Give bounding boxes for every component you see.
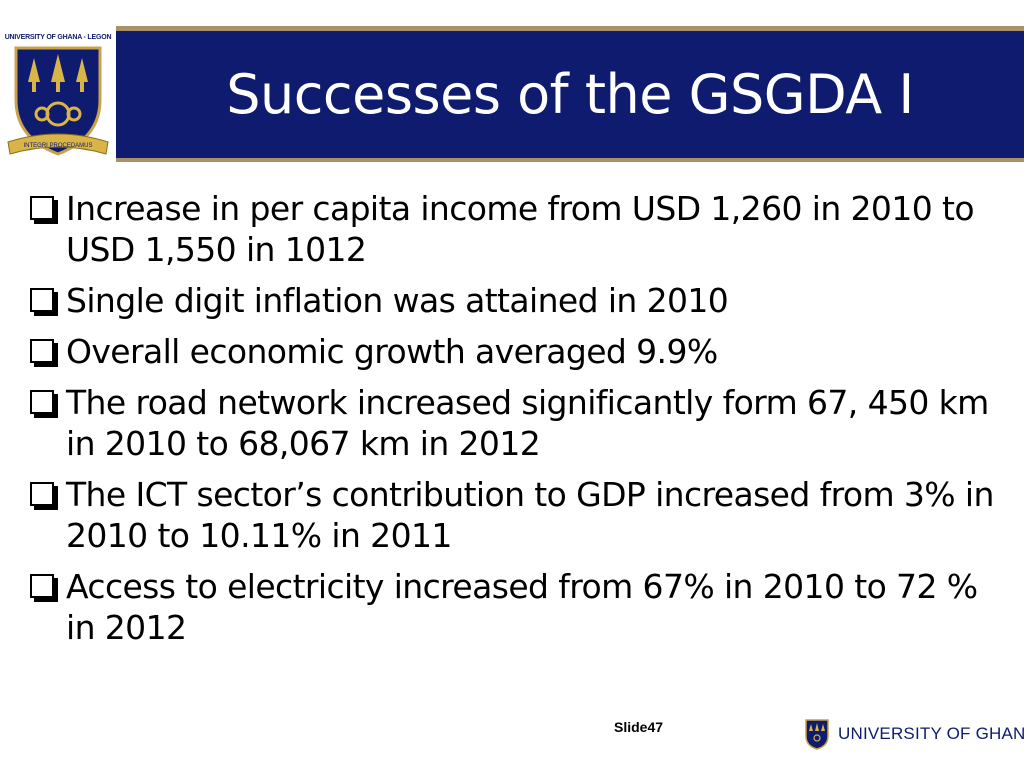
bullet-text: Access to electricity increased from 67%… bbox=[66, 567, 978, 647]
slide-number: Slide47 bbox=[614, 719, 664, 735]
bullet-item: Single digit inflation was attained in 2… bbox=[26, 280, 1006, 321]
bullet-item: The road network increased significantly… bbox=[26, 382, 1006, 464]
bullet-text: Single digit inflation was attained in 2… bbox=[66, 281, 729, 320]
slide-title: Successes of the GSGDA I bbox=[226, 63, 914, 126]
bullet-item: Increase in per capita income from USD 1… bbox=[26, 188, 1006, 270]
title-top-border bbox=[116, 26, 1024, 31]
checkbox-bullet-icon bbox=[30, 390, 58, 418]
title-bar bbox=[116, 31, 1024, 158]
checkbox-bullet-icon bbox=[30, 339, 58, 367]
checkbox-bullet-icon bbox=[30, 574, 58, 602]
bullet-text: The ICT sector’s contribution to GDP inc… bbox=[66, 475, 994, 555]
checkbox-bullet-icon bbox=[30, 288, 58, 316]
logo-caption: UNIVERSITY OF GHANA - LEGON bbox=[4, 34, 112, 41]
footer-crest-icon bbox=[805, 719, 829, 750]
title-bottom-border bbox=[116, 158, 1024, 162]
footer-brand: UNIVERSITY OF GHANA bbox=[838, 724, 1024, 743]
bullet-text: Overall economic growth averaged 9.9% bbox=[66, 332, 718, 371]
university-crest-logo: INTEGRI PROCEDAMUS bbox=[7, 46, 109, 156]
bullet-list: Increase in per capita income from USD 1… bbox=[26, 188, 1006, 658]
bullet-item: The ICT sector’s contribution to GDP inc… bbox=[26, 474, 1006, 556]
bullet-item: Access to electricity increased from 67%… bbox=[26, 566, 1006, 648]
bullet-text: Increase in per capita income from USD 1… bbox=[66, 189, 975, 269]
bullet-text: The road network increased significantly… bbox=[66, 383, 989, 463]
checkbox-bullet-icon bbox=[30, 196, 58, 224]
bullet-item: Overall economic growth averaged 9.9% bbox=[26, 331, 1006, 372]
checkbox-bullet-icon bbox=[30, 482, 58, 510]
logo-motto: INTEGRI PROCEDAMUS bbox=[23, 143, 92, 149]
